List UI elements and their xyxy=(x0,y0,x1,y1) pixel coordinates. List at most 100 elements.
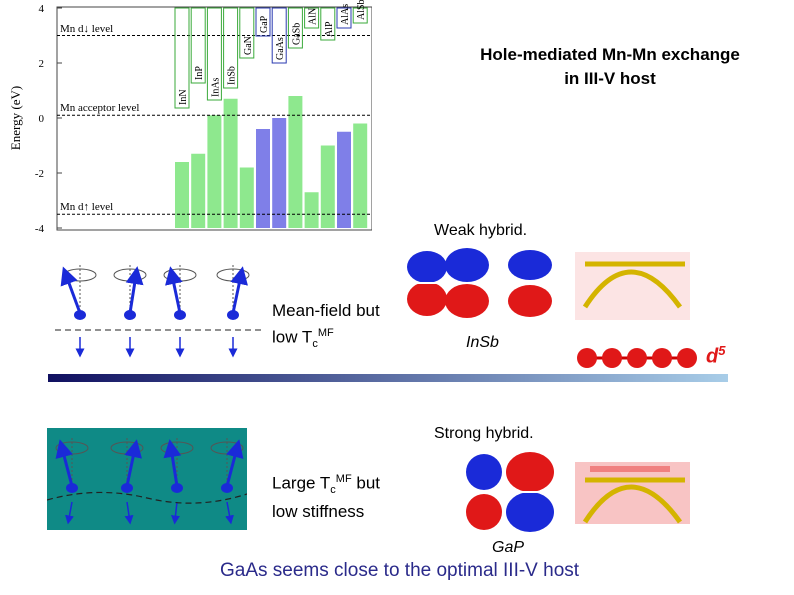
mean-field-low-t: low T xyxy=(272,327,313,347)
mn-atom xyxy=(66,483,78,493)
weak-hybrid-label: Weak hybrid. xyxy=(434,222,528,239)
spin-arrow xyxy=(60,266,82,314)
orbital-lobe xyxy=(445,284,489,318)
compound-label-box xyxy=(190,7,206,84)
compound-label: GaP xyxy=(259,15,270,33)
large-tc-suffix: but xyxy=(351,473,381,493)
large-tc-text: Large TcMF but low stiffness xyxy=(272,468,380,523)
spin-arrow xyxy=(125,266,144,314)
compound-label: GaN xyxy=(243,36,254,55)
orbital-lobe xyxy=(508,285,552,317)
strong-spins xyxy=(46,438,248,525)
mn-atom xyxy=(121,483,133,493)
band-split-top xyxy=(590,466,670,472)
y-tick-label: -2 xyxy=(35,168,44,180)
band-curve xyxy=(582,269,683,309)
chain-atom xyxy=(627,348,647,368)
mean-field-sub: c xyxy=(312,338,318,351)
band-curve xyxy=(582,484,683,524)
orbital-lobe xyxy=(506,492,554,532)
mn-acceptor-level-label: Mn acceptor level xyxy=(60,102,139,114)
teal-spin-panel xyxy=(46,428,248,530)
slide-title-line1: Hole-mediated Mn-Mn exchange xyxy=(480,45,740,64)
spin-arrow xyxy=(124,439,142,487)
bar-inn xyxy=(175,162,189,228)
bar-inp xyxy=(191,153,206,228)
gap-orbital-image xyxy=(462,450,557,535)
mn-atom xyxy=(227,310,239,320)
orbital-lobe xyxy=(445,248,489,282)
bar-aln xyxy=(304,192,319,228)
carrier-spin-arrow xyxy=(124,501,134,525)
y-tick-label: -4 xyxy=(35,223,45,232)
chart-reference-levels xyxy=(57,35,372,215)
strong-hybrid-label: Strong hybrid. xyxy=(434,425,534,442)
d5-sup: 5 xyxy=(718,343,726,358)
spin-arrow xyxy=(230,266,248,314)
chart-y-ticks: 4 2 0 -2 -4 xyxy=(35,3,62,232)
slide-title-line2: in III-V host xyxy=(564,69,656,88)
y-tick-label: 4 xyxy=(39,3,45,15)
orbital-lobe xyxy=(506,452,554,492)
compound-label-box xyxy=(206,7,222,101)
insb-orbital-image xyxy=(405,248,560,318)
bar-inas xyxy=(207,115,222,228)
d5-label: d5 xyxy=(706,343,725,369)
mn-atom xyxy=(74,310,86,320)
large-tc-sup: MF xyxy=(335,473,352,485)
band-sketch-weak xyxy=(575,252,690,320)
orbital-lobe xyxy=(508,250,552,280)
spin-arrows-strong-panel xyxy=(46,438,248,525)
spin-arrows-weak-panel xyxy=(55,265,265,358)
bar-gap xyxy=(256,129,270,228)
compound-label: GaSb xyxy=(291,23,302,45)
orbital-node-plane xyxy=(462,491,557,493)
bar-gan xyxy=(239,167,254,228)
chart-bars xyxy=(175,96,368,228)
orbital-lobe xyxy=(466,494,502,530)
section-divider xyxy=(48,374,728,382)
compound-label-box xyxy=(239,7,255,59)
d5-d: d xyxy=(706,345,719,368)
orbital-lobe xyxy=(407,251,447,283)
mn-atom xyxy=(174,310,186,320)
mean-field-sup: MF xyxy=(317,327,334,339)
bar-insb xyxy=(223,98,238,228)
compound-label: AlN xyxy=(308,8,319,25)
mn-atom xyxy=(221,483,233,493)
chain-atom xyxy=(577,348,597,368)
mean-field-line1: Mean-field but xyxy=(272,301,380,320)
gap-label: GaP xyxy=(492,539,525,556)
compound-label: InN xyxy=(178,89,189,105)
compound-label: AlAs xyxy=(340,4,351,25)
spin-arrow xyxy=(55,439,74,487)
low-stiffness-line: low stiffness xyxy=(272,502,365,522)
compound-label: GaAs xyxy=(275,37,286,60)
carrier-spin-arrow xyxy=(65,501,74,525)
large-tc-prefix: Large T xyxy=(272,473,331,493)
orbital-lobe xyxy=(407,282,447,316)
mn-d-down-level-label: Mn d↓ level xyxy=(60,23,113,35)
compound-label: AlP xyxy=(324,21,335,37)
compound-label-box xyxy=(271,7,287,64)
band-energy-chart: InN InP InAs InSb GaN GaP GaAs GaSb AlN AlP AlAs Al… xyxy=(8,0,372,232)
y-tick-label: 0 xyxy=(39,113,45,125)
chart-ylabel: Energy (eV) xyxy=(8,86,23,150)
compound-label-box xyxy=(255,7,271,37)
bar-gasb xyxy=(288,96,303,228)
mn-atom xyxy=(171,483,183,493)
mean-field-text: Mean-field but low TcMF xyxy=(272,300,380,355)
compound-label-box xyxy=(174,7,190,109)
mn-atom xyxy=(124,310,136,320)
compound-label: InAs xyxy=(210,77,221,97)
compound-label-box xyxy=(352,7,368,24)
bar-gaas xyxy=(272,118,287,228)
carrier-wave xyxy=(46,491,248,504)
y-tick-label: 2 xyxy=(39,58,45,70)
compound-label: InP xyxy=(194,66,205,80)
mean-field-line2: low TcMF xyxy=(272,322,380,355)
compound-label-box xyxy=(336,7,352,29)
compound-label-box xyxy=(287,7,303,49)
chain-atom xyxy=(652,348,672,368)
large-tc-sub: c xyxy=(330,484,336,497)
